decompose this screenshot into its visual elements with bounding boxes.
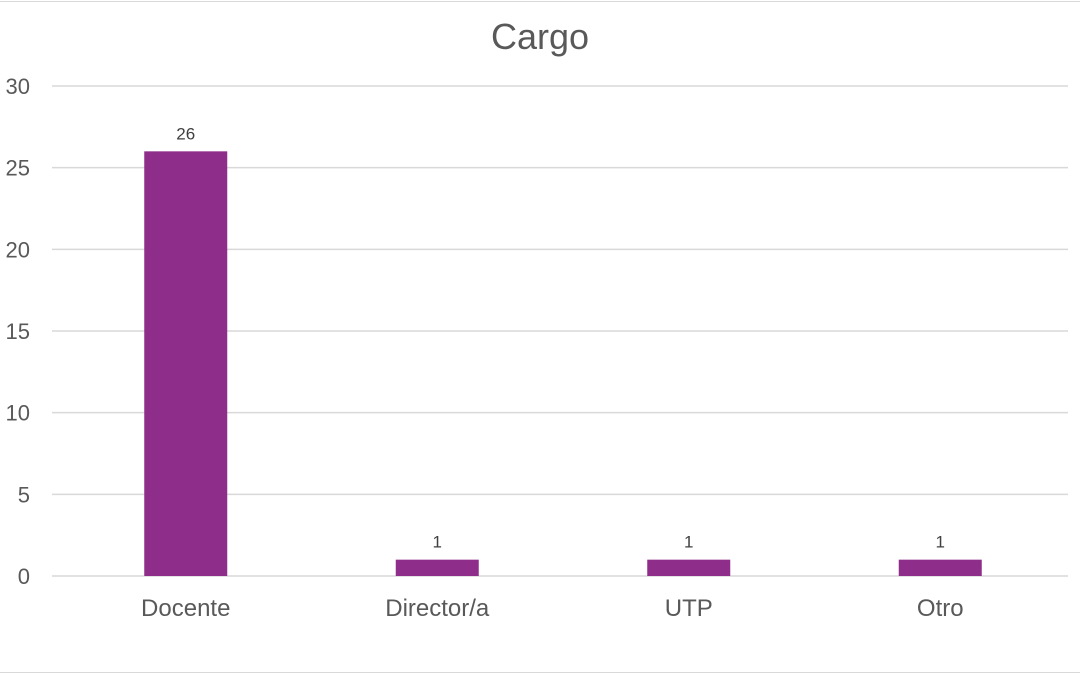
x-category-label: UTP xyxy=(665,595,713,622)
bar-director-a xyxy=(395,559,479,576)
y-tick-label: 15 xyxy=(6,319,30,344)
y-tick-label: 5 xyxy=(18,482,30,507)
y-tick-label: 30 xyxy=(6,74,30,99)
x-category-label: Otro xyxy=(917,595,964,622)
chart-border-top xyxy=(0,1,1080,2)
chart-title: Cargo xyxy=(490,16,590,57)
y-tick-label: 0 xyxy=(18,564,30,589)
chart-border-bottom xyxy=(0,672,1080,673)
data-label: 1 xyxy=(936,533,945,552)
bar-docente xyxy=(144,151,228,577)
y-tick-label: 20 xyxy=(6,237,30,262)
y-tick-label: 25 xyxy=(6,156,30,181)
x-category-label: Director/a xyxy=(385,595,490,622)
bar-otro xyxy=(898,559,982,576)
data-label: 26 xyxy=(176,124,195,143)
y-tick-label: 10 xyxy=(6,401,30,426)
data-label: 1 xyxy=(433,533,442,552)
x-category-label: Docente xyxy=(141,595,230,622)
data-label: 1 xyxy=(684,533,693,552)
bar-utp xyxy=(647,559,731,576)
